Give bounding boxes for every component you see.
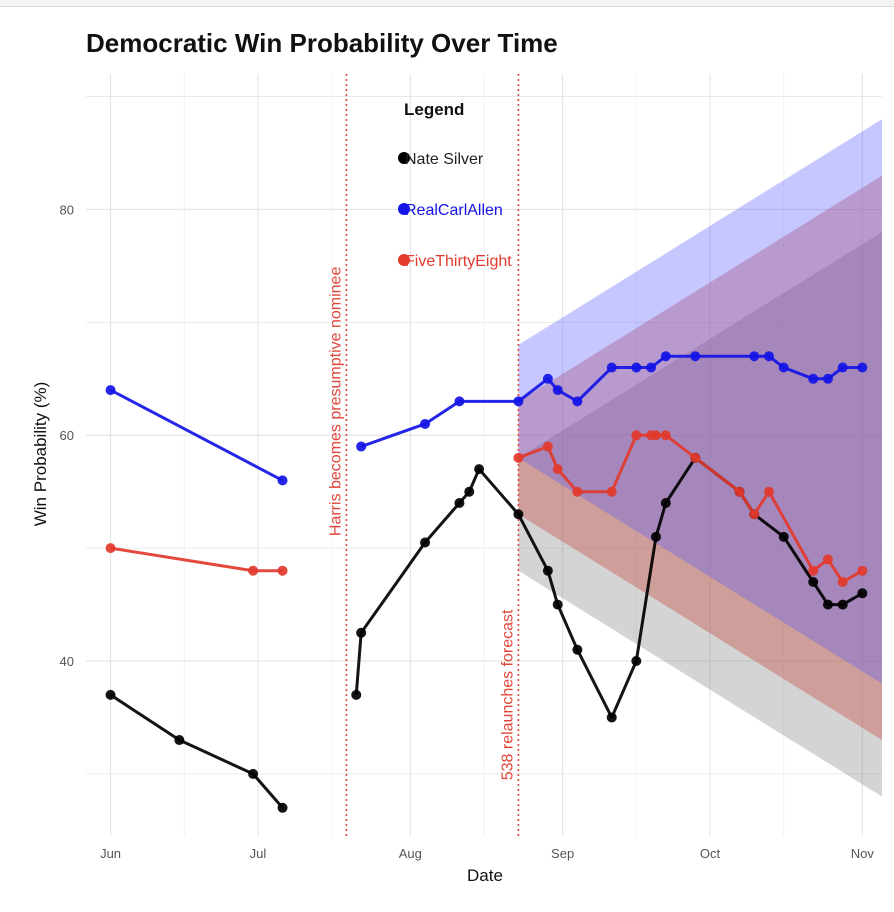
data-point-nate-silver <box>474 464 485 475</box>
data-point-nate-silver <box>631 656 642 667</box>
data-point-realcarlallen <box>606 362 617 373</box>
data-point-realcarlallen <box>660 351 671 362</box>
annotation-label: 538 relaunches forecast <box>499 609 516 780</box>
data-point-realcarlallen <box>572 396 583 407</box>
data-point-nate-silver <box>542 565 553 576</box>
projection-band <box>518 119 882 684</box>
data-point-fivethirtyeight <box>650 430 661 441</box>
data-point-realcarlallen <box>646 362 657 373</box>
data-point-fivethirtyeight <box>857 565 868 576</box>
y-tick-label: 40 <box>60 654 74 669</box>
data-point-fivethirtyeight <box>572 486 583 497</box>
data-point-nate-silver <box>464 486 475 497</box>
data-point-realcarlallen <box>837 362 848 373</box>
x-tick-label: Nov <box>851 846 875 861</box>
data-point-fivethirtyeight <box>248 565 259 576</box>
data-point-realcarlallen <box>552 385 563 396</box>
data-point-fivethirtyeight <box>837 577 848 587</box>
data-point-fivethirtyeight <box>734 486 745 497</box>
data-point-realcarlallen <box>420 418 431 429</box>
series-line-nate-silver <box>109 693 284 809</box>
x-tick-label: Oct <box>700 846 721 861</box>
legend-label: RealCarlAllen <box>405 202 503 219</box>
data-point-realcarlallen <box>277 475 288 486</box>
data-point-realcarlallen <box>542 373 553 384</box>
top-border <box>0 0 894 7</box>
data-point-nate-silver <box>822 599 833 610</box>
data-point-nate-silver <box>248 768 259 779</box>
legend-key <box>398 254 410 266</box>
data-point-nate-silver <box>857 588 868 599</box>
legend-key <box>398 203 410 215</box>
data-point-realcarlallen <box>808 373 819 384</box>
data-point-nate-silver <box>454 497 465 508</box>
x-tick-label: Jun <box>100 846 121 861</box>
data-point-nate-silver <box>105 689 116 700</box>
data-point-fivethirtyeight <box>822 554 833 565</box>
data-point-fivethirtyeight <box>542 441 553 452</box>
data-point-nate-silver <box>552 599 563 610</box>
data-point-realcarlallen <box>454 396 465 407</box>
series-lines <box>105 351 868 813</box>
data-point-nate-silver <box>572 644 583 655</box>
annotation-labels: Harris becomes presumptive nominee 538 re… <box>327 267 516 781</box>
data-point-fivethirtyeight <box>808 565 819 576</box>
annotation-lines <box>345 74 520 836</box>
data-point-fivethirtyeight <box>277 565 288 576</box>
data-point-nate-silver <box>660 497 671 508</box>
projection-band <box>518 232 882 797</box>
data-point-nate-silver <box>420 537 431 548</box>
data-point-nate-silver <box>513 509 524 520</box>
legend-key <box>398 152 410 164</box>
annotation-label: Harris becomes presumptive nominee <box>327 267 344 537</box>
data-point-nate-silver <box>277 802 288 813</box>
data-point-fivethirtyeight <box>631 430 642 441</box>
x-tick-label: Sep <box>551 846 574 861</box>
data-point-realcarlallen <box>631 362 642 373</box>
data-point-realcarlallen <box>356 441 367 452</box>
data-point-nate-silver <box>356 627 367 638</box>
data-point-realcarlallen <box>513 396 524 407</box>
chart-title: Democratic Win Probability Over Time <box>86 28 558 58</box>
legend-title: Legend <box>404 100 464 119</box>
data-point-nate-silver <box>351 689 362 700</box>
y-tick-label: 60 <box>60 428 74 443</box>
x-tick-label: Jul <box>250 846 267 861</box>
data-point-realcarlallen <box>822 373 833 384</box>
data-point-fivethirtyeight <box>606 486 617 497</box>
y-tick-label: 80 <box>60 202 74 217</box>
data-point-realcarlallen <box>763 351 774 362</box>
legend: Legend Nate Silver RealCarlAllen FiveThirty… <box>398 100 512 270</box>
data-point-realcarlallen <box>778 362 789 373</box>
data-point-nate-silver <box>837 599 848 610</box>
legend-label: FiveThirtyEight <box>405 253 512 270</box>
data-point-fivethirtyeight <box>105 543 116 554</box>
series-line-realcarlallen <box>109 388 284 482</box>
y-axis-title: Win Probability (%) <box>31 382 50 527</box>
legend-label: Nate Silver <box>405 151 484 168</box>
data-point-fivethirtyeight <box>660 430 671 441</box>
data-point-realcarlallen <box>690 351 701 362</box>
data-point-nate-silver <box>606 712 617 723</box>
series-line-fivethirtyeight <box>110 546 283 573</box>
series-line-nate-silver <box>354 456 864 719</box>
data-point-realcarlallen <box>749 351 760 362</box>
data-point-fivethirtyeight <box>690 452 701 463</box>
data-point-realcarlallen <box>857 362 868 373</box>
data-point-fivethirtyeight <box>763 486 774 497</box>
grid <box>86 74 882 836</box>
x-tick-label: Aug <box>399 846 422 861</box>
data-point-fivethirtyeight <box>552 464 563 475</box>
x-axis-title: Date <box>467 866 503 885</box>
data-point-fivethirtyeight <box>749 509 760 520</box>
data-point-realcarlallen <box>105 385 116 396</box>
data-point-fivethirtyeight <box>513 452 524 463</box>
data-point-nate-silver <box>650 531 661 542</box>
data-point-nate-silver <box>778 531 789 542</box>
data-point-nate-silver <box>808 577 819 587</box>
data-point-nate-silver <box>174 735 185 746</box>
axis-ticks: 40 60 80 Jun Jul Aug Sep Oct Nov <box>60 202 875 861</box>
